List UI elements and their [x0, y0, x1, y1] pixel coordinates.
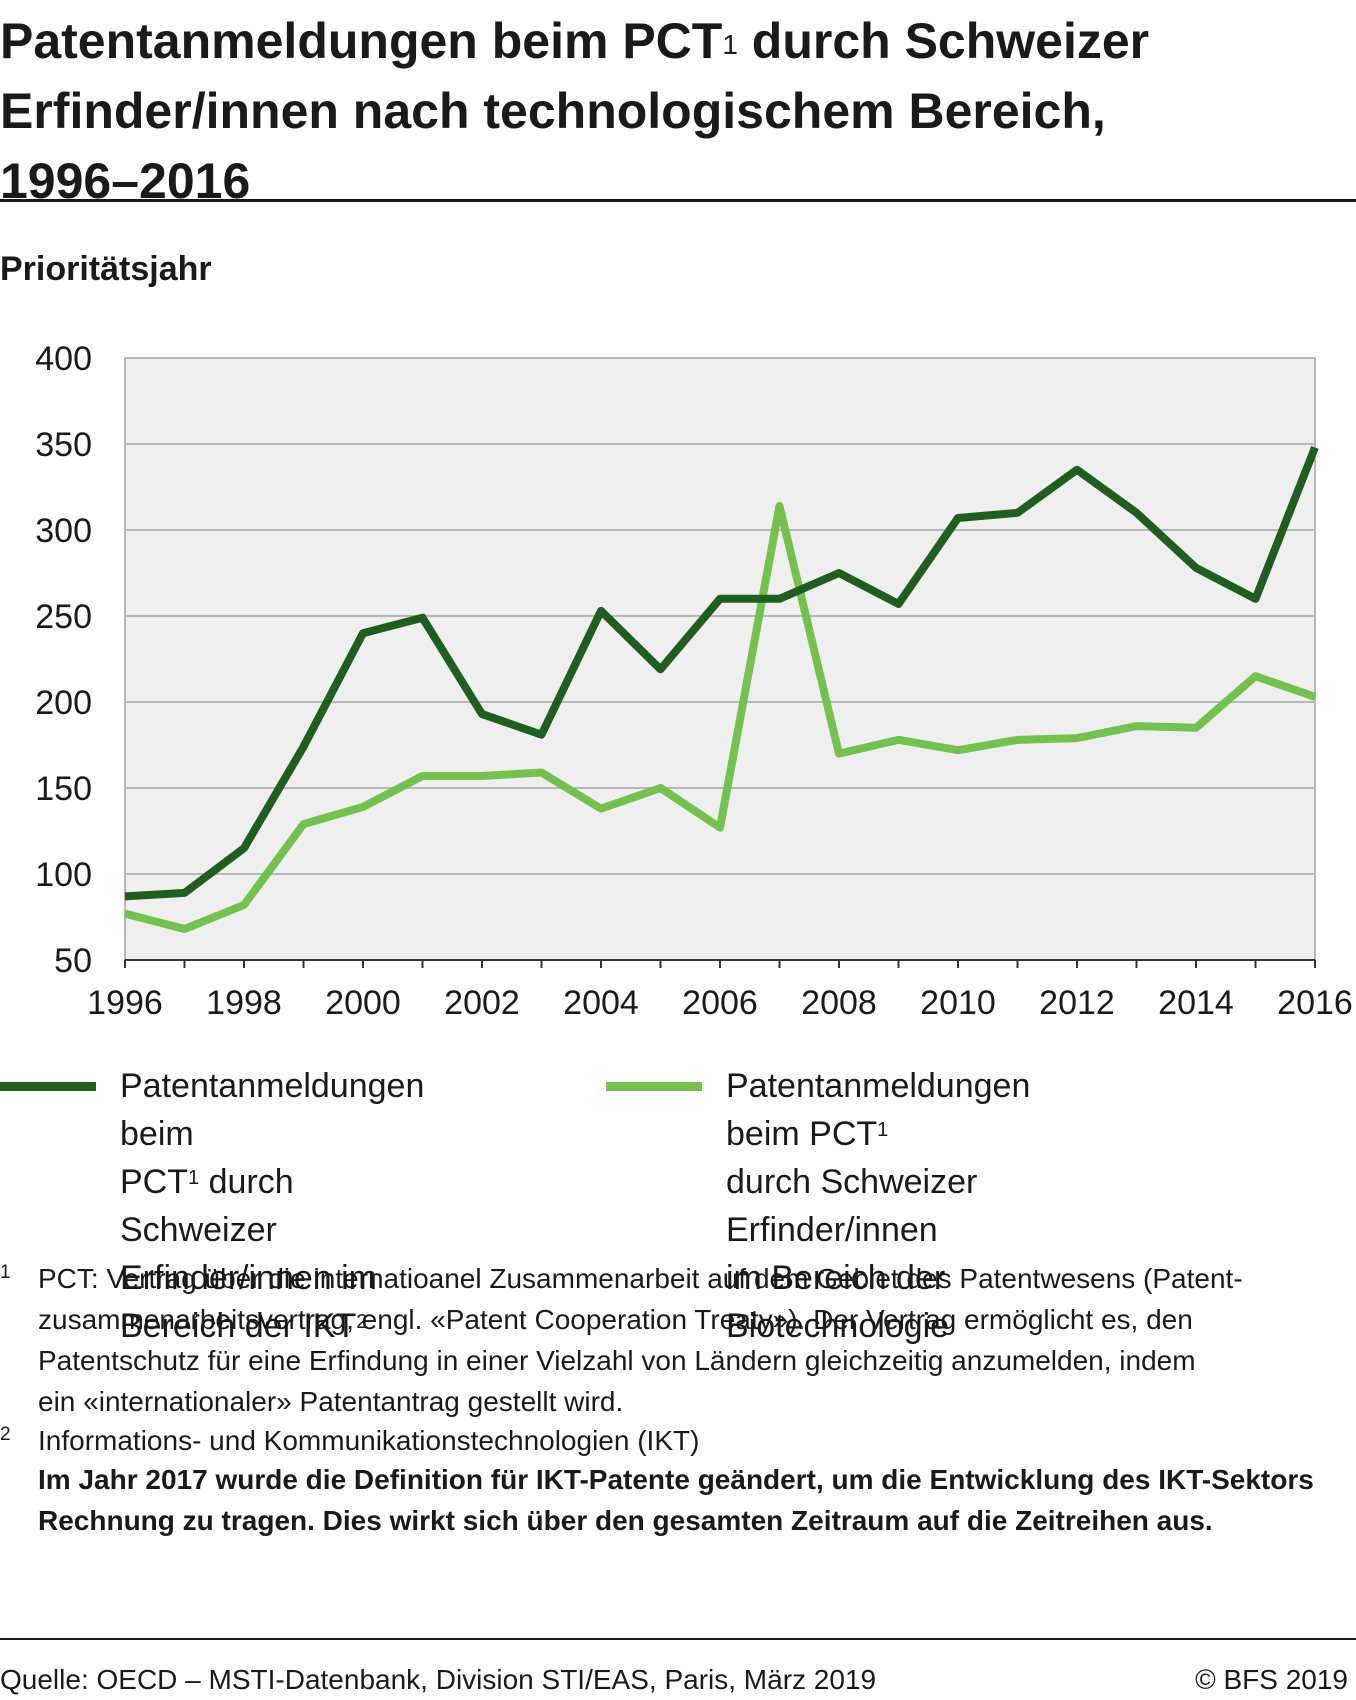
legend-label-bio: Patentanmeldungen beim PCT1 durch Schwei…: [726, 1067, 1031, 1345]
data-point-ikt-2013: [1136, 512, 1137, 513]
data-point-ikt-2002: [482, 714, 483, 715]
copyright: © BFS 2019: [1195, 1664, 1348, 1695]
data-point-ikt-2014: [1196, 567, 1197, 568]
y-tick-label-250: 250: [35, 598, 92, 636]
data-point-ikt-2001: [422, 617, 423, 618]
data-point-ikt-2003: [541, 734, 542, 735]
y-tick-label-350: 350: [35, 426, 92, 464]
data-point-bio-2010: [958, 750, 959, 751]
data-point-ikt-2004: [601, 610, 602, 611]
data-point-ikt-1998: [244, 848, 245, 849]
x-tick-label-1996: 1996: [87, 984, 163, 1022]
x-tick-label-1998: 1998: [206, 984, 282, 1022]
data-point-ikt-2010: [958, 517, 959, 518]
x-tick-label-2016: 2016: [1277, 984, 1353, 1022]
source-line: Quelle: OECD – MSTI-Datenbank, Division …: [0, 1664, 877, 1695]
data-point-bio-2004: [601, 808, 602, 809]
x-tick-label-2002: 2002: [444, 984, 520, 1022]
definition-note: Im Jahr 2017 wurde die Definition für IK…: [38, 1464, 1314, 1536]
data-point-ikt-2006: [720, 598, 721, 599]
x-tick-label-2008: 2008: [801, 984, 877, 1022]
data-point-ikt-1996: [125, 896, 126, 897]
data-point-ikt-2009: [898, 603, 899, 604]
data-point-bio-2012: [1077, 738, 1078, 739]
y-tick-label-200: 200: [35, 684, 92, 722]
data-point-ikt-2007: [779, 598, 780, 599]
data-point-ikt-2000: [363, 633, 364, 634]
data-point-bio-2002: [482, 775, 483, 776]
plot-area: [124, 357, 1316, 961]
legend-swatch-bio: [606, 1082, 702, 1091]
legend-swatch-ikt: [0, 1082, 96, 1091]
title-rule: [0, 199, 1356, 202]
data-point-ikt-2011: [1017, 512, 1018, 513]
data-point-bio-1999: [303, 824, 304, 825]
y-tick-label-400: 400: [35, 340, 92, 378]
data-point-bio-2005: [660, 788, 661, 789]
y-tick-label-150: 150: [35, 770, 92, 808]
data-point-ikt-2016: [1315, 447, 1316, 448]
legend-label-ikt: Patentanmeldungen beim PCT1 durch Schwei…: [120, 1067, 425, 1345]
series-line-ikt: [124, 445, 1319, 901]
x-tick-label-2000: 2000: [325, 984, 401, 1022]
data-point-ikt-2012: [1077, 469, 1078, 470]
data-point-bio-2014: [1196, 727, 1197, 728]
footer-rule: [0, 1638, 1356, 1640]
line-chart: 50 100 150 200 250 300 350 400 1996 1998 2000 2002 2…: [35, 340, 1353, 1022]
footnote-2-mark: 2: [0, 1424, 11, 1445]
data-point-bio-2015: [1255, 676, 1256, 677]
chart-title: Patentanmeldungen beim PCT1 durch Schwei…: [0, 13, 1150, 209]
data-point-ikt-1997: [184, 892, 185, 893]
data-point-ikt-1999: [303, 746, 304, 747]
data-point-bio-2008: [839, 753, 840, 754]
y-unit-label: Prioritätsjahr: [0, 250, 212, 288]
y-tick-label-100: 100: [35, 856, 92, 894]
data-point-bio-2001: [422, 775, 423, 776]
data-point-bio-2009: [898, 739, 899, 740]
data-point-ikt-2008: [839, 573, 840, 574]
x-tick-label-2010: 2010: [920, 984, 996, 1022]
data-point-bio-1996: [125, 913, 126, 914]
data-point-bio-2007: [779, 505, 780, 506]
series-line-bio: [123, 501, 1317, 934]
data-point-bio-2016: [1315, 696, 1316, 697]
data-point-bio-2013: [1136, 726, 1137, 727]
data-point-bio-2003: [541, 772, 542, 773]
data-point-ikt-2005: [660, 669, 661, 670]
x-tick-label-2012: 2012: [1039, 984, 1115, 1022]
x-tick-label-2006: 2006: [682, 984, 758, 1022]
data-point-bio-2006: [720, 827, 721, 828]
data-point-bio-1997: [184, 929, 185, 930]
footnote-1-mark: 1: [0, 1262, 11, 1283]
data-point-bio-2000: [363, 806, 364, 807]
data-point-bio-1998: [244, 904, 245, 905]
data-point-ikt-2015: [1255, 598, 1256, 599]
y-tick-label-300: 300: [35, 512, 92, 550]
x-tick-label-2004: 2004: [563, 984, 639, 1022]
y-tick-label-50: 50: [54, 942, 92, 980]
data-point-bio-2011: [1017, 739, 1018, 740]
x-tick-label-2014: 2014: [1158, 984, 1234, 1022]
